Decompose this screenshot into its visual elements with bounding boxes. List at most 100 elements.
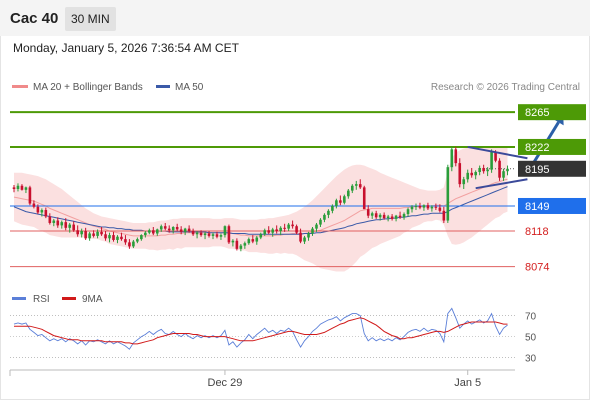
candle	[108, 232, 111, 243]
candle-body	[144, 232, 147, 236]
symbol-title: Cac 40	[10, 10, 59, 27]
candle-body	[382, 214, 386, 219]
candle	[64, 218, 68, 231]
candle	[263, 228, 267, 236]
candle-body	[494, 151, 497, 161]
candle-body	[104, 234, 107, 239]
candle-body	[199, 232, 203, 236]
candle-body	[446, 167, 450, 221]
candle-body	[351, 185, 354, 191]
ma50-legend-label: MA 50	[175, 82, 204, 93]
candle	[207, 231, 211, 238]
candle-body	[28, 187, 32, 204]
candle-body	[410, 206, 414, 210]
candle-body	[498, 160, 501, 178]
candle	[446, 164, 450, 223]
candle	[92, 230, 95, 238]
candle	[215, 231, 219, 239]
candle-body	[80, 231, 83, 235]
candle-body	[506, 168, 509, 172]
candle	[466, 169, 470, 183]
candle	[16, 183, 20, 192]
candle	[195, 231, 199, 239]
candle	[84, 227, 87, 240]
candle	[474, 170, 477, 180]
candle-body	[108, 235, 111, 239]
candle	[370, 211, 374, 219]
candle	[251, 235, 255, 244]
rsi-ma-legend-swatch	[62, 297, 76, 300]
candle-body	[287, 224, 290, 229]
candle	[462, 176, 466, 189]
candle-body	[132, 241, 135, 247]
candle-body	[239, 245, 243, 249]
candle	[227, 224, 231, 244]
candle-body	[140, 235, 143, 240]
candle	[279, 226, 282, 236]
candle-body	[414, 205, 418, 207]
candle-body	[362, 187, 366, 210]
candle-body	[60, 222, 64, 226]
price-levels	[10, 111, 515, 268]
candlesticks	[12, 146, 509, 252]
ma20-legend-swatch	[12, 85, 28, 88]
candle-body	[191, 231, 195, 235]
candle	[347, 189, 350, 199]
candle-body	[68, 224, 72, 228]
candle-body	[215, 234, 219, 237]
candle	[406, 207, 410, 217]
candle-body	[100, 231, 103, 235]
candle	[394, 214, 398, 222]
candle-body	[291, 224, 294, 227]
support-tag-text-8118: 8118	[525, 226, 549, 238]
bollinger-band-fill	[14, 146, 508, 272]
candle-body	[303, 237, 306, 242]
candle-body	[20, 185, 24, 190]
candle-body	[227, 226, 231, 243]
candle-body	[462, 179, 466, 185]
candle-body	[486, 169, 489, 172]
candle-body	[251, 239, 255, 242]
bollinger-bands	[13, 146, 508, 272]
candle-body	[358, 184, 362, 188]
candle	[422, 204, 426, 211]
candle	[72, 221, 75, 232]
candle	[219, 233, 223, 240]
candle	[140, 234, 143, 241]
candle-body	[390, 216, 394, 219]
candle-body	[370, 213, 374, 216]
candle	[331, 204, 334, 214]
timeframe-button[interactable]: 30 MIN	[65, 7, 116, 31]
candle	[454, 146, 458, 167]
candle-body	[299, 232, 302, 242]
rsi-line	[13, 307, 508, 350]
candle-body	[418, 205, 422, 208]
candle	[438, 204, 442, 213]
candle-body	[315, 224, 318, 229]
candle	[20, 184, 24, 191]
rsi-legend-label: RSI	[33, 294, 50, 305]
candle-body	[394, 215, 398, 219]
candle-body	[466, 172, 470, 180]
candle	[426, 202, 430, 211]
price-legend: MA 20 + Bollinger Bands MA 50 Research ©…	[12, 82, 580, 93]
candle-body	[36, 206, 40, 213]
candle-body	[171, 227, 175, 231]
candle	[442, 206, 446, 223]
candle	[271, 227, 274, 237]
candle	[430, 205, 434, 212]
candle-body	[207, 233, 211, 236]
candle	[68, 222, 72, 233]
candle-body	[72, 224, 75, 231]
candle-body	[450, 149, 454, 168]
candle	[327, 209, 330, 219]
candle	[390, 214, 394, 221]
candle	[323, 213, 326, 223]
candle-body	[331, 205, 334, 211]
candle-body	[470, 172, 473, 176]
candle-body	[343, 196, 346, 203]
candle	[490, 149, 493, 173]
candle	[267, 226, 271, 235]
candle	[482, 164, 485, 174]
candle-body	[271, 229, 274, 233]
